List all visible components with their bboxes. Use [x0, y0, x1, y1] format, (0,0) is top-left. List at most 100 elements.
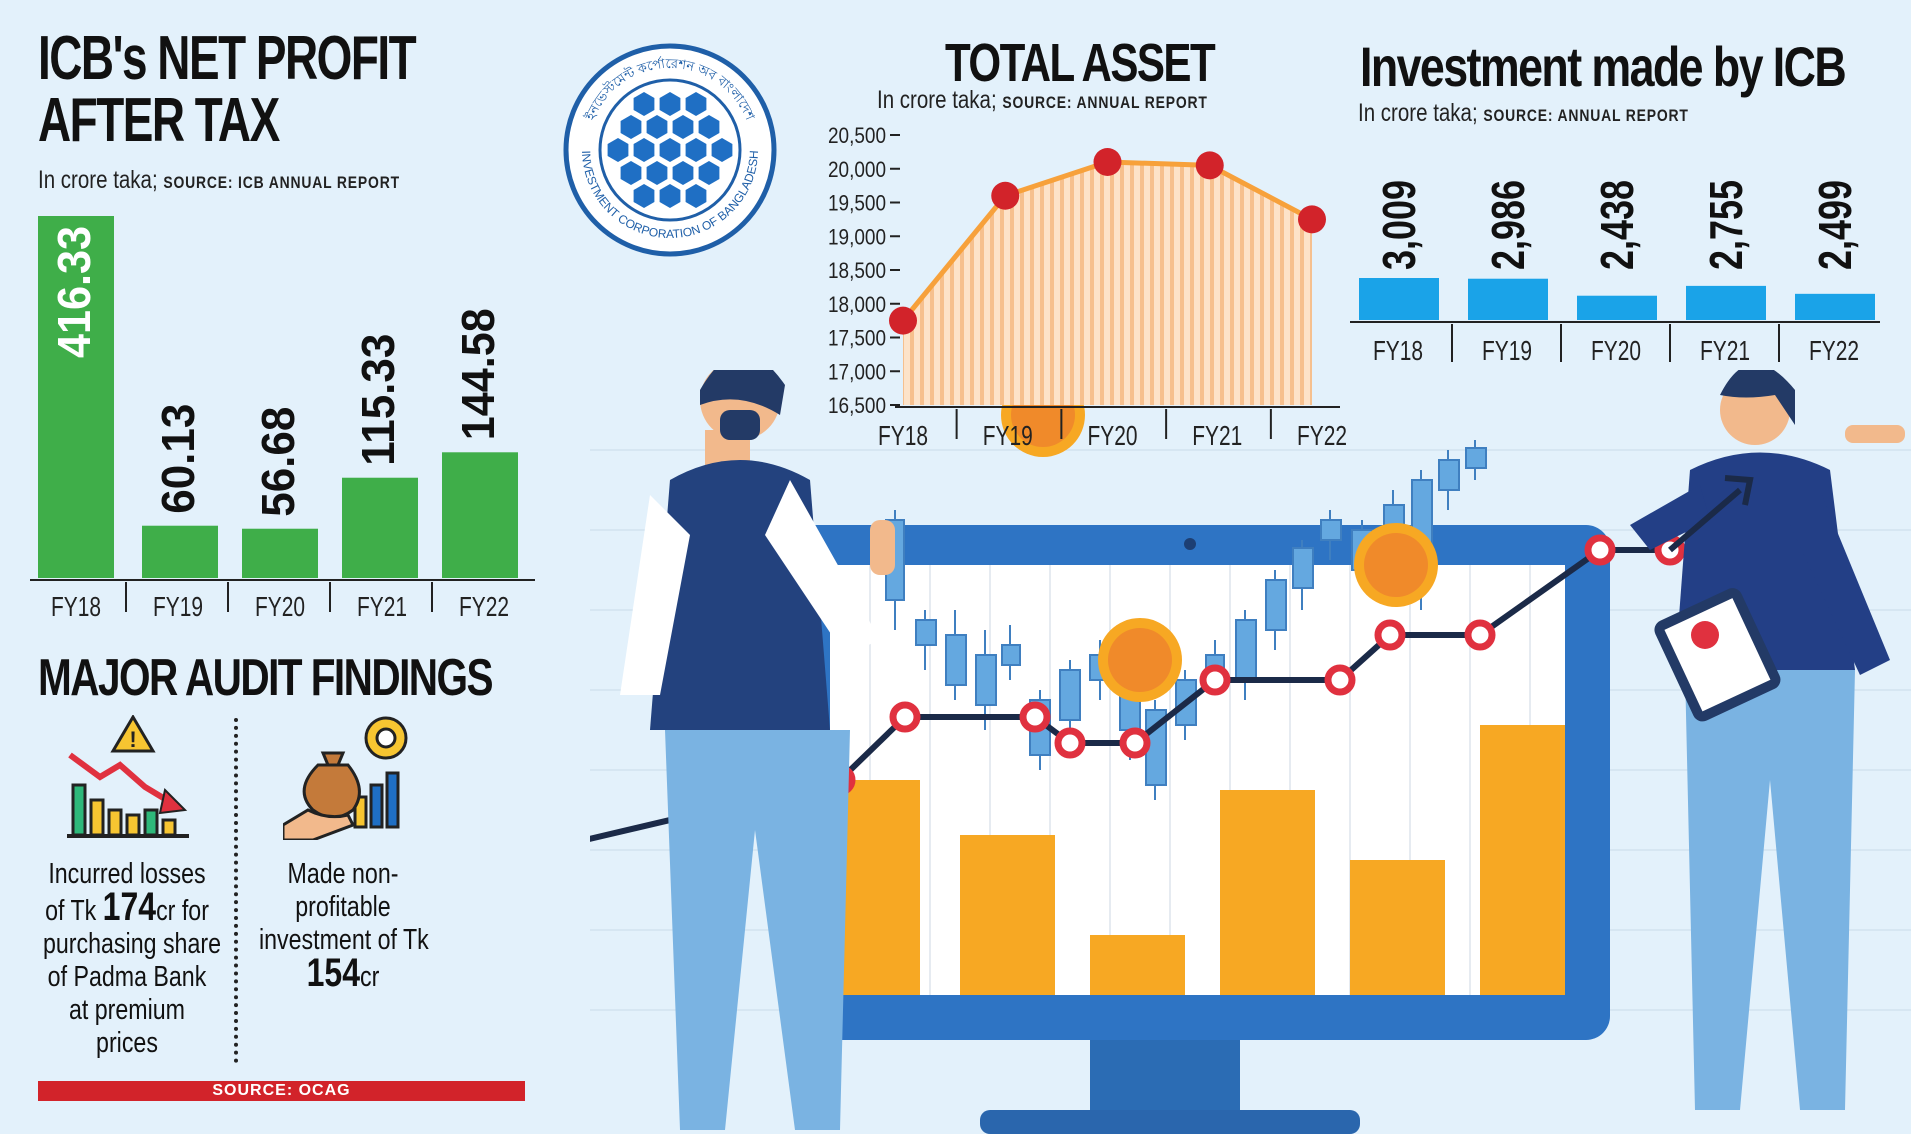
profit-value-label: 60.13 — [152, 404, 204, 514]
investment-bar-chart: 3,009 2,986 2,438 2,755 2,499 FY18 FY19 FY20 FY2… — [1350, 180, 1880, 366]
logo-hexagon — [672, 115, 694, 139]
investment-category-label: FY19 — [1482, 335, 1532, 366]
asset-area-chart: 20,500 20,000 19,500 19,000 18,500 18,000 17,5… — [828, 123, 1347, 451]
profit-category-label: FY21 — [357, 591, 407, 622]
logo-hexagon — [659, 184, 681, 208]
profit-title-line1: ICB's NET PROFIT — [38, 24, 417, 93]
profit-title-line2: AFTER TAX — [38, 86, 280, 155]
investment-value-label: 2,986 — [1482, 180, 1534, 270]
logo-hexagon — [685, 184, 707, 208]
asset-y-tick-label: 16,500 — [828, 393, 886, 418]
investment-value-label: 3,009 — [1373, 180, 1425, 270]
invest-chart-subtitle: In crore taka; SOURCE: ANNUAL REPORT — [1358, 99, 1689, 128]
investment-bar — [1795, 293, 1875, 320]
asset-y-tick-label: 20,000 — [828, 157, 886, 182]
asset-chart-subtitle: In crore taka; SOURCE: ANNUAL REPORT — [877, 86, 1208, 115]
asset-chart-title: TOTAL ASSET — [945, 33, 1216, 93]
logo-hexagon — [698, 161, 720, 185]
asset-subtitle-text: In crore taka; — [877, 86, 997, 114]
logo-hexagon — [646, 161, 668, 185]
loss-line-3: purchasing share — [43, 928, 221, 960]
asset-category-label: FY21 — [1192, 420, 1242, 451]
asset-point — [1195, 151, 1224, 180]
loss-line-1: Incurred losses — [48, 858, 206, 890]
profit-value-label: 144.58 — [452, 308, 504, 440]
logo-hexagon — [659, 92, 681, 116]
audit-divider — [234, 718, 238, 1063]
profit-chart-title: ICB's NET PROFIT AFTER TAX — [38, 24, 417, 155]
investment-line-1: Made non- — [287, 858, 399, 890]
money-bag-investment-icon — [283, 716, 408, 840]
logo-hexagon — [685, 92, 707, 116]
asset-y-tick-label: 18,500 — [828, 258, 886, 283]
logo-hexagon — [672, 161, 694, 185]
logo-hexagon — [711, 138, 733, 162]
profit-source: SOURCE: ICB ANNUAL REPORT — [163, 173, 400, 192]
investment-line-2: profitable — [295, 891, 391, 923]
loss-line-4: of Padma Bank — [47, 961, 207, 993]
logo-hexagon — [620, 161, 642, 185]
asset-point — [1298, 205, 1326, 234]
investment-bar — [1359, 278, 1439, 320]
investment-category-label: FY22 — [1809, 335, 1859, 366]
profit-subtitle-text: In crore taka; — [38, 166, 158, 194]
asset-y-tick-label: 17,000 — [828, 359, 886, 384]
audit-finding-loss: Incurred losses of Tk 174cr for purchasi… — [22, 858, 232, 1060]
profit-category-label: FY20 — [255, 591, 305, 622]
profit-bar — [242, 528, 318, 578]
logo-hexagon — [607, 138, 629, 162]
profit-bar — [38, 216, 114, 578]
profit-chart-subtitle: In crore taka; SOURCE: ICB ANNUAL REPORT — [38, 166, 400, 195]
investment-category-label: FY21 — [1700, 335, 1750, 366]
asset-category-label: FY19 — [983, 420, 1033, 451]
profit-bar — [442, 452, 518, 578]
loss-line-6: prices — [96, 1027, 158, 1059]
investment-value-label: 2,499 — [1809, 180, 1861, 270]
asset-category-label: FY20 — [1088, 420, 1138, 451]
logo-hexagon — [646, 115, 668, 139]
asset-category-label: FY18 — [878, 420, 928, 451]
trading-illustration — [590, 370, 1911, 1134]
investment-category-label: FY18 — [1373, 335, 1423, 366]
profit-category-label: FY18 — [51, 591, 101, 622]
loss-line-2: of Tk 174cr for — [45, 885, 209, 929]
loss-chart-icon: ! — [67, 715, 189, 838]
profit-bar — [142, 525, 218, 578]
icb-logo: ইনভেস্টমেন্ট কর্পোরেশন অব বাংলাদেশ INVES… — [563, 43, 777, 257]
profit-value-label: 56.68 — [252, 407, 304, 517]
audit-source: SOURCE: OCAG — [212, 1082, 351, 1099]
invest-source: SOURCE: ANNUAL REPORT — [1483, 106, 1689, 125]
asset-point — [889, 306, 917, 335]
investment-category-label: FY20 — [1591, 335, 1641, 366]
investment-bar — [1686, 285, 1766, 320]
asset-y-tick-label: 19,500 — [828, 191, 886, 216]
investment-value-label: 2,438 — [1591, 180, 1643, 270]
asset-y-tick-label: 17,500 — [828, 326, 886, 351]
loss-amount: 174 — [102, 885, 157, 929]
logo-hexagon — [633, 92, 655, 116]
loss-line-5: at premium — [68, 994, 186, 1026]
profit-value-label: 416.33 — [48, 226, 100, 358]
investment-value-label: 2,755 — [1700, 180, 1752, 270]
asset-point — [991, 181, 1020, 210]
asset-y-tick-label: 20,500 — [828, 123, 886, 148]
asset-y-tick-label: 18,000 — [828, 292, 886, 317]
profit-bar-chart: 416.33 60.13 56.68 115.33 144.58 FY18 FY19 FY20… — [30, 216, 535, 622]
profit-category-label: FY22 — [459, 591, 509, 622]
invest-subtitle-text: In crore taka; — [1358, 99, 1478, 127]
profit-category-label: FY19 — [153, 591, 203, 622]
logo-hexagon — [633, 184, 655, 208]
logo-hexagon — [620, 115, 642, 139]
investment-bar — [1577, 295, 1657, 320]
investment-amount: 154 — [306, 951, 361, 995]
logo-hexagon — [685, 138, 707, 162]
audit-source-bar: SOURCE: OCAG — [38, 1081, 525, 1101]
svg-text:!: ! — [129, 727, 136, 752]
logo-hexagon — [633, 138, 655, 162]
audit-title: MAJOR AUDIT FINDINGS — [38, 649, 494, 707]
profit-value-label: 115.33 — [352, 334, 404, 466]
asset-y-tick-label: 19,000 — [828, 224, 886, 249]
asset-source: SOURCE: ANNUAL REPORT — [1002, 93, 1208, 112]
asset-area — [903, 162, 1312, 405]
logo-hexagon — [659, 138, 681, 162]
